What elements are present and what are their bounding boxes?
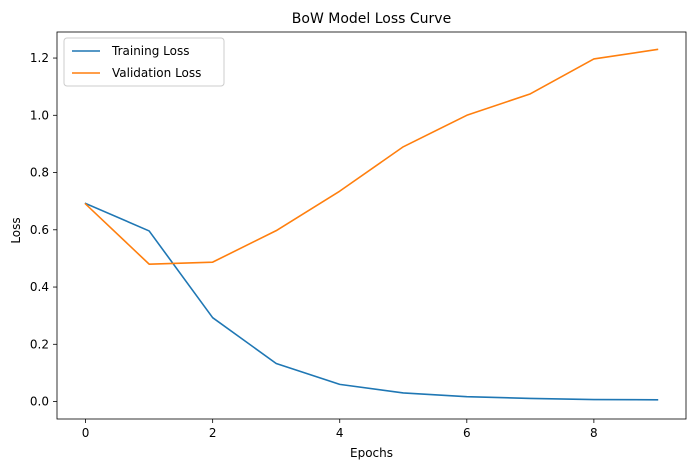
legend-label-validation-loss: Validation Loss — [112, 66, 201, 80]
plot-area — [84, 48, 659, 401]
x-tick-label: 8 — [590, 426, 598, 440]
x-tick-label: 4 — [336, 426, 344, 440]
x-tick-label: 0 — [82, 426, 90, 440]
y-tick-label: 0.4 — [30, 280, 49, 294]
y-tick-label: 0.0 — [30, 395, 49, 409]
y-tick-label: 0.6 — [30, 223, 49, 237]
y-tick-label: 0.8 — [30, 166, 49, 180]
series-line-training-loss — [84, 202, 659, 401]
y-tick-label: 0.2 — [30, 337, 49, 351]
y-tick-label: 1.2 — [30, 51, 49, 65]
x-axis-label: Epochs — [350, 446, 393, 460]
y-tick-label: 1.0 — [30, 108, 49, 122]
x-tick-label: 6 — [463, 426, 471, 440]
axes: 0 2 4 6 8 0.0 0.2 0.4 0.6 0.8 1.0 1.2 — [30, 31, 687, 440]
plot-frame — [56, 31, 687, 420]
x-tick-label: 2 — [209, 426, 217, 440]
legend-box — [63, 37, 225, 87]
legend-label-training-loss: Training Loss — [111, 44, 189, 58]
chart-title: BoW Model Loss Curve — [292, 11, 451, 27]
legend: Training Loss Validation Loss — [63, 37, 225, 87]
series-line-validation-loss — [84, 48, 659, 265]
y-axis-label: Loss — [9, 217, 23, 243]
